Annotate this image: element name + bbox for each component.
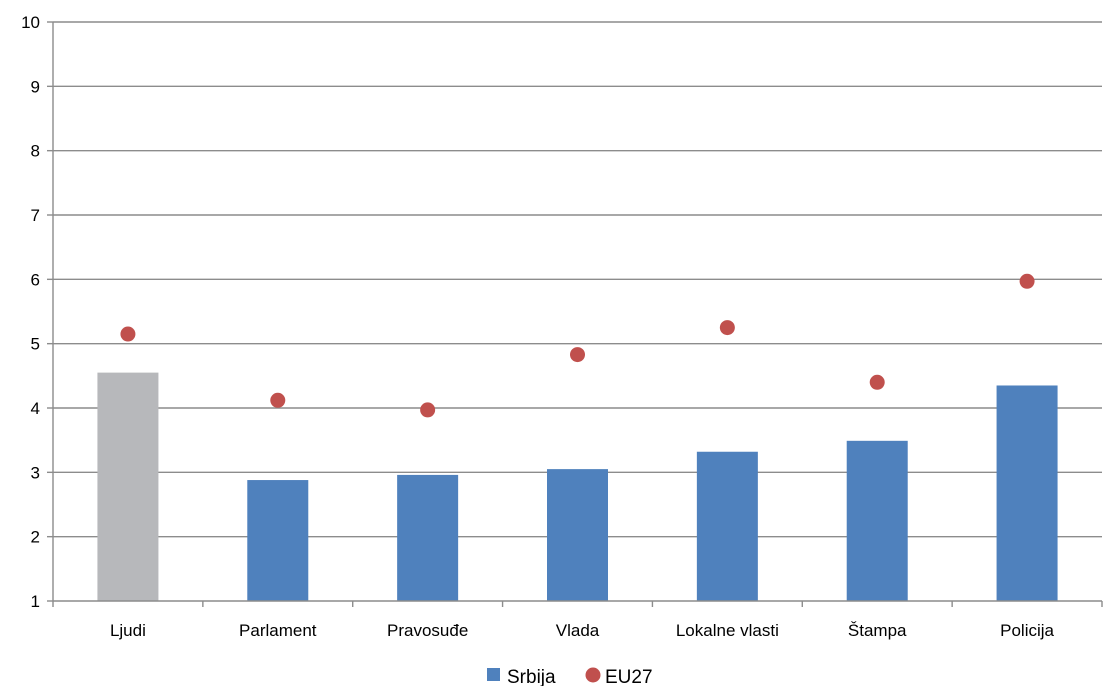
point-layer xyxy=(120,273,1035,418)
legend-label-srbija: Srbija xyxy=(507,667,556,686)
y-tick-label: 7 xyxy=(31,206,40,225)
bar-srbija xyxy=(846,440,908,601)
x-tick-label: Policija xyxy=(1000,621,1054,640)
legend-label-eu27: EU27 xyxy=(605,667,653,686)
y-tick-label: 5 xyxy=(31,335,40,354)
y-tick-label: 1 xyxy=(31,592,40,611)
y-tick-label: 4 xyxy=(31,399,40,418)
y-tick-label: 3 xyxy=(31,463,40,482)
point-eu27 xyxy=(420,402,436,418)
legend: Srbija EU27 xyxy=(487,667,653,688)
x-tick-label: Ljudi xyxy=(110,621,146,640)
point-eu27 xyxy=(270,392,286,408)
point-eu27 xyxy=(570,347,585,363)
y-tick-label: 8 xyxy=(31,142,40,161)
bar-srbija xyxy=(547,469,608,601)
grid-layer xyxy=(53,21,1102,538)
x-tick-label: Vlada xyxy=(556,621,600,640)
y-tick-label: 9 xyxy=(31,77,40,96)
bar-srbija xyxy=(696,451,758,601)
bar-layer xyxy=(97,372,1058,601)
axis-layer: 1 2 3 4 5 6 7 8 9 10 Ljudi Parlament Pravosuđe Vlada L… xyxy=(21,13,1103,640)
bar-srbija xyxy=(97,372,159,601)
y-tick-label: 10 xyxy=(21,13,40,32)
bar-srbija xyxy=(996,385,1058,601)
y-tick-label: 6 xyxy=(31,270,40,289)
x-tick-label: Pravosuđe xyxy=(387,621,468,640)
x-tick-label: Lokalne vlasti xyxy=(676,621,779,640)
bar-srbija xyxy=(397,474,459,601)
bar-srbija xyxy=(247,480,309,601)
point-eu27 xyxy=(1019,273,1035,289)
x-tick-label: Parlament xyxy=(239,621,317,640)
x-tick-label: Štampa xyxy=(848,621,907,640)
point-eu27 xyxy=(120,326,136,342)
y-tick-label: 2 xyxy=(31,528,40,547)
point-eu27 xyxy=(719,320,735,336)
legend-swatch-eu27 xyxy=(585,667,601,683)
point-eu27 xyxy=(869,374,885,390)
legend-swatch-srbija xyxy=(487,668,500,681)
